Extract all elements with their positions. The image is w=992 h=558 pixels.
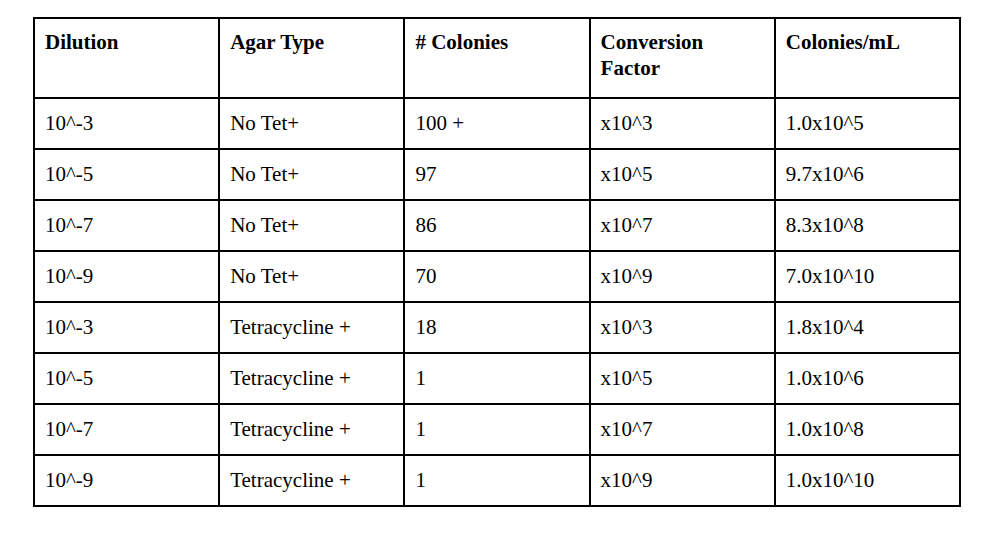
cell-conversion-factor: x10^7: [590, 200, 775, 251]
dilution-table: Dilution Agar Type # Colonies Conversion…: [33, 17, 961, 507]
table-row: 10^-9 Tetracycline + 1 x10^9 1.0x10^10: [34, 455, 960, 506]
cell-agar-type: Tetracycline +: [219, 353, 404, 404]
cell-colonies-per-ml: 1.8x10^4: [775, 302, 960, 353]
header-row: Dilution Agar Type # Colonies Conversion…: [34, 18, 960, 98]
cell-num-colonies: 86: [404, 200, 589, 251]
header-dilution-label: Dilution: [45, 30, 119, 54]
cell-dilution: 10^-9: [34, 455, 219, 506]
cell-conversion-factor: x10^7: [590, 404, 775, 455]
table-row: 10^-5 No Tet+ 97 x10^5 9.7x10^6: [34, 149, 960, 200]
cell-dilution: 10^-3: [34, 98, 219, 149]
table-row: 10^-9 No Tet+ 70 x10^9 7.0x10^10: [34, 251, 960, 302]
dilution-table-container: Dilution Agar Type # Colonies Conversion…: [33, 17, 961, 507]
header-num-colonies-label: # Colonies: [415, 30, 508, 54]
header-num-colonies: # Colonies: [404, 18, 589, 98]
cell-colonies-per-ml: 1.0x10^8: [775, 404, 960, 455]
cell-agar-type: No Tet+: [219, 200, 404, 251]
cell-agar-type: No Tet+: [219, 149, 404, 200]
cell-conversion-factor: x10^3: [590, 302, 775, 353]
cell-colonies-per-ml: 7.0x10^10: [775, 251, 960, 302]
header-colonies-per-ml: Colonies/mL: [775, 18, 960, 98]
cell-colonies-per-ml: 8.3x10^8: [775, 200, 960, 251]
cell-colonies-per-ml: 1.0x10^6: [775, 353, 960, 404]
header-conversion-factor: Conversion Factor: [590, 18, 775, 98]
cell-agar-type: Tetracycline +: [219, 455, 404, 506]
header-agar-type: Agar Type: [219, 18, 404, 98]
document-page: Dilution Agar Type # Colonies Conversion…: [0, 0, 992, 558]
cell-conversion-factor: x10^3: [590, 98, 775, 149]
cell-dilution: 10^-3: [34, 302, 219, 353]
table-row: 10^-7 Tetracycline + 1 x10^7 1.0x10^8: [34, 404, 960, 455]
cell-num-colonies: 97: [404, 149, 589, 200]
cell-num-colonies: 1: [404, 404, 589, 455]
table-row: 10^-3 Tetracycline + 18 x10^3 1.8x10^4: [34, 302, 960, 353]
cell-conversion-factor: x10^9: [590, 251, 775, 302]
header-agar-type-label: Agar Type: [230, 30, 324, 54]
header-colonies-per-ml-label: Colonies/mL: [786, 30, 900, 54]
cell-agar-type: Tetracycline +: [219, 302, 404, 353]
cell-dilution: 10^-7: [34, 200, 219, 251]
cell-dilution: 10^-7: [34, 404, 219, 455]
cell-colonies-per-ml: 1.0x10^5: [775, 98, 960, 149]
table-row: 10^-7 No Tet+ 86 x10^7 8.3x10^8: [34, 200, 960, 251]
cell-num-colonies: 100 +: [404, 98, 589, 149]
cell-num-colonies: 18: [404, 302, 589, 353]
cell-dilution: 10^-5: [34, 149, 219, 200]
cell-num-colonies: 70: [404, 251, 589, 302]
cell-num-colonies: 1: [404, 455, 589, 506]
header-conversion-factor-label: Conversion Factor: [601, 29, 736, 82]
cell-agar-type: Tetracycline +: [219, 404, 404, 455]
cell-conversion-factor: x10^5: [590, 353, 775, 404]
cell-agar-type: No Tet+: [219, 251, 404, 302]
table-row: 10^-3 No Tet+ 100 + x10^3 1.0x10^5: [34, 98, 960, 149]
cell-colonies-per-ml: 1.0x10^10: [775, 455, 960, 506]
cell-dilution: 10^-9: [34, 251, 219, 302]
cell-num-colonies: 1: [404, 353, 589, 404]
cell-conversion-factor: x10^9: [590, 455, 775, 506]
cell-dilution: 10^-5: [34, 353, 219, 404]
header-dilution: Dilution: [34, 18, 219, 98]
table-row: 10^-5 Tetracycline + 1 x10^5 1.0x10^6: [34, 353, 960, 404]
cell-agar-type: No Tet+: [219, 98, 404, 149]
cell-conversion-factor: x10^5: [590, 149, 775, 200]
cell-colonies-per-ml: 9.7x10^6: [775, 149, 960, 200]
